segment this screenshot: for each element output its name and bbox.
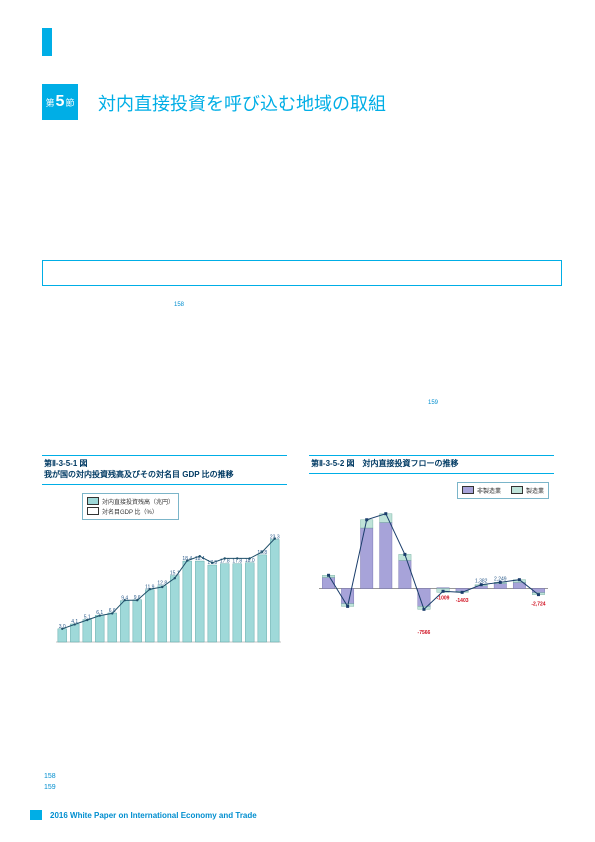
chart-1-title-line1: 第Ⅱ-3-5-1 図 [44, 459, 287, 470]
chart-1-title: 第Ⅱ-3-5-1 図 我が国の対内投資残高及びその対名目 GDP 比の推移 [42, 455, 287, 485]
chart-1-legend-swatch-b [87, 507, 99, 515]
svg-text:-7566: -7566 [418, 630, 431, 635]
svg-text:12.8: 12.8 [157, 580, 167, 586]
charts-row: 第Ⅱ-3-5-1 図 我が国の対内投資残高及びその対名目 GDP 比の推移 対内… [42, 455, 554, 661]
section-badge: 第 5 節 [42, 84, 78, 120]
ref-marker-158: 158 [174, 302, 184, 308]
chart-1-svg: 3.04.15.16.16.69.49.611.912.815.118.418.… [42, 524, 287, 659]
svg-text:-1009: -1009 [437, 595, 450, 601]
chart-1-title-line2: 我が国の対内投資残高及びその対名目 GDP 比の推移 [44, 470, 287, 481]
footer-text: 2016 White Paper on International Econom… [50, 811, 257, 820]
svg-text:-1403: -1403 [456, 598, 469, 604]
bottom-ref-158: 158 [44, 772, 56, 783]
chart-2-svg: -7566-1009-14031,3822,249-2,724 [309, 500, 554, 635]
footer-accent-mark [30, 810, 42, 820]
subsection-heading-box: 1．我が国の対内直接投資の現状 [42, 260, 562, 286]
chart-2-legend-b: 製造業 [526, 486, 544, 495]
chart-2-legend-a: 非製造業 [477, 486, 501, 495]
chart-2-legend-swatch-a [462, 486, 474, 494]
top-accent-mark [42, 28, 52, 56]
section-badge-pre: 第 [46, 96, 55, 109]
bottom-footnote-refs: 158 159 [44, 772, 56, 793]
subsection-heading: 1．我が国の対内直接投資の現状 [51, 266, 197, 281]
section-title: 対内直接投資を呼び込む地域の取組 [98, 90, 386, 116]
section-badge-post: 節 [65, 96, 74, 109]
chart-2-legend: 非製造業 製造業 [457, 482, 549, 499]
bottom-ref-159: 159 [44, 783, 56, 794]
chart-1-legend-a: 対内直接投資残高（兆円） [102, 497, 174, 506]
svg-text:-2,724: -2,724 [531, 602, 545, 608]
chart-1-legend: 対内直接投資残高（兆円） 対名目GDP 比（%） [82, 493, 179, 520]
chart-2-panel: 第Ⅱ-3-5-2 図 対内直接投資フローの推移 非製造業 製造業 -7566 -1… [309, 455, 554, 661]
chart-2-title: 第Ⅱ-3-5-2 図 対内直接投資フローの推移 [309, 455, 554, 474]
chart-1-legend-swatch-a [87, 497, 99, 505]
chart-1-legend-b: 対名目GDP 比（%） [102, 507, 158, 516]
section-badge-num: 5 [56, 93, 65, 111]
ref-marker-159: 159 [428, 400, 438, 406]
chart-2-legend-swatch-b [511, 486, 523, 494]
chart-1-panel: 第Ⅱ-3-5-1 図 我が国の対内投資残高及びその対名目 GDP 比の推移 対内… [42, 455, 287, 661]
